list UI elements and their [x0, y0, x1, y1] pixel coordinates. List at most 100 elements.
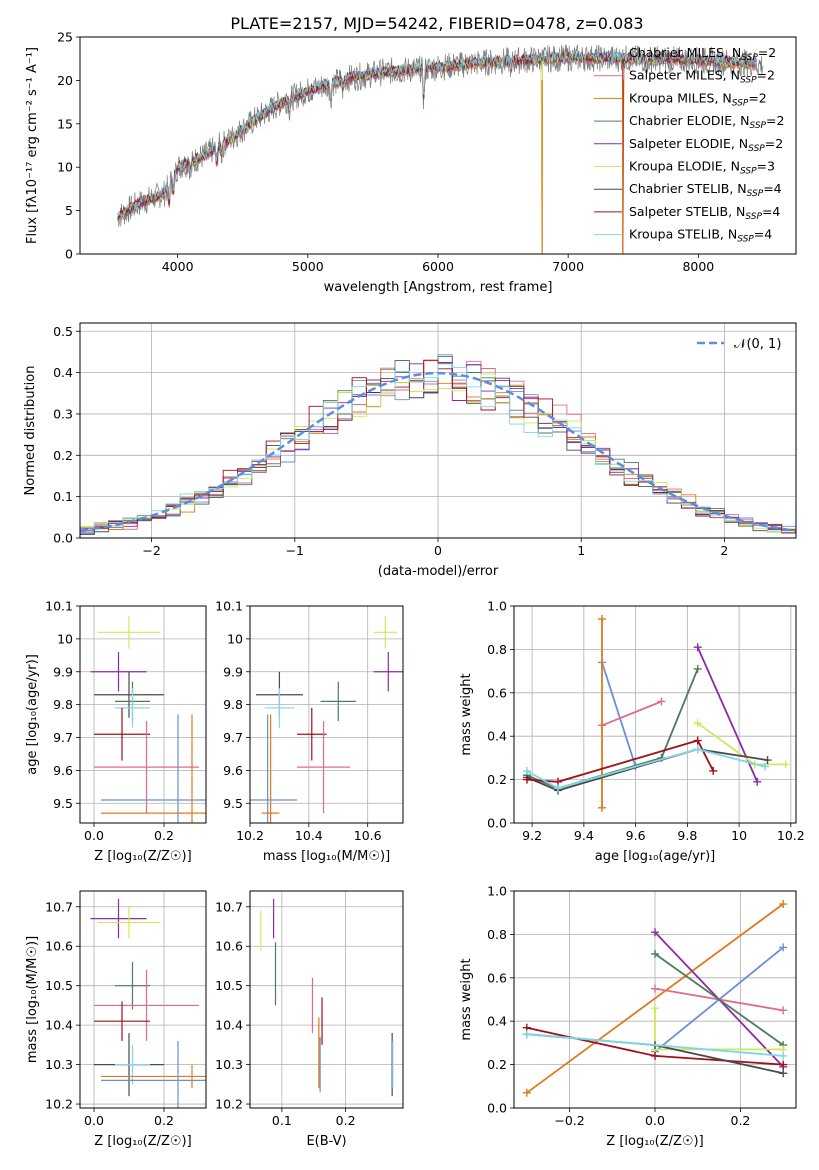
weight-point-marker	[779, 1069, 788, 1078]
weight-point-marker	[779, 1006, 788, 1015]
y-tick-label: 0.8	[487, 927, 507, 942]
plot-frame	[513, 890, 797, 1109]
x-tick-label: 8000	[682, 259, 714, 274]
chart-panels: 4000 5000 6000 7000 80000510152025wavelength…	[23, 30, 805, 1150]
y-tick-label: 0.0	[487, 816, 507, 831]
model-spectrum-line	[117, 50, 758, 217]
y-tick-label: 10.1	[215, 599, 243, 614]
weight-point-marker	[779, 1060, 788, 1069]
weight-point-marker	[763, 756, 772, 765]
x-axis-label: (data-model)/error	[378, 564, 499, 579]
plot-area	[514, 891, 796, 1108]
y-tick-label: 0.3	[53, 406, 73, 421]
x-axis-label: mass [log₁₀(M/M☉)]	[263, 849, 390, 864]
y-tick-label: 9.9	[53, 664, 73, 679]
y-axis-label: Normed distribution	[23, 366, 38, 496]
weight-point-marker	[522, 775, 531, 784]
plot-frame	[249, 890, 404, 1109]
y-tick-label: 9.6	[223, 763, 243, 778]
weight-point-marker	[709, 766, 718, 775]
weight-point-marker	[693, 736, 702, 745]
model-spectrum-line	[117, 52, 758, 254]
y-tick-label: 25	[57, 30, 73, 45]
weight-point-marker	[651, 1004, 659, 1013]
y-tick-label: 0.8	[487, 642, 507, 657]
weight-line	[526, 739, 715, 783]
x-tick-label: 9.8	[677, 828, 697, 843]
weight-line	[526, 1033, 784, 1057]
weight-point-marker	[651, 1051, 659, 1060]
x-axis-label: Z [log₁₀(Z/Z☉)]	[606, 1134, 703, 1149]
normal-curve	[80, 371, 796, 533]
weight-line	[526, 668, 699, 790]
y-tick-label: 10.6	[45, 939, 73, 954]
y-tick-label: 0	[65, 247, 73, 262]
y-tick-label: 9.8	[53, 697, 73, 712]
y-tick-label: 10.7	[215, 899, 243, 914]
weight-point-marker	[553, 784, 562, 793]
y-tick-label: 15	[57, 116, 73, 131]
x-tick-label: 6000	[422, 259, 454, 274]
y-tick-label: 0.2	[487, 1057, 507, 1072]
weight-line	[601, 662, 637, 767]
weight-point-marker	[657, 697, 666, 706]
observed-spectrum-line	[117, 43, 764, 227]
x-tick-label: 9.2	[522, 828, 542, 843]
panel-z-mass: 0.0 0.2 10.2 10.3 10.4 10.5 10.6 10.7 Z [log₁₀(Z…	[25, 890, 207, 1149]
panel-spectrum: 4000 5000 6000 7000 8000 0 5 10 15 20 25 wavelength…	[25, 30, 797, 295]
y-tick-label: 0.6	[487, 970, 507, 985]
legend-entry: Kroupa ELODIE, NSSP=3	[629, 159, 775, 177]
x-tick-label: 1	[577, 543, 585, 558]
plot-area	[80, 606, 206, 823]
y-tick-label: 10.3	[45, 1057, 73, 1072]
weight-point-marker	[522, 766, 531, 775]
plot-area	[250, 891, 403, 1108]
y-tick-label: 10.4	[215, 1018, 243, 1033]
x-tick-label: 0.0	[84, 1113, 104, 1128]
figure-title: PLATE=2157, MJD=54242, FIBERID=0478, z=0…	[230, 14, 643, 33]
plot-frame	[249, 605, 404, 824]
weight-point-marker	[693, 745, 702, 754]
weight-point-marker	[651, 984, 659, 993]
x-tick-label: 0.1	[272, 1113, 292, 1128]
panel-mass-age: 10.2 10.4 10.6 9.5 9.6 9.7 9.8 9.9 10 10.1 mass [l…	[215, 599, 404, 864]
y-tick-label: 10.6	[215, 939, 243, 954]
y-tick-label: 20	[57, 73, 73, 88]
legend-entry: Kroupa MILES, NSSP=2	[629, 90, 767, 108]
y-tick-label: 10.5	[215, 978, 243, 993]
legend-entry: 𝒩(0, 1)	[734, 337, 781, 352]
weight-line	[526, 903, 784, 1094]
y-tick-label: 9.5	[223, 796, 243, 811]
y-tick-label: 9.8	[223, 697, 243, 712]
x-tick-label: −0.2	[554, 1113, 584, 1128]
plot-area	[250, 606, 403, 823]
weight-line	[654, 1008, 784, 1051]
legend-entry: Chabrier STELIB, NSSP=4	[629, 181, 782, 199]
panel-ebv-mass: 0.1 0.2 10.2 10.3 10.4 10.5 10.6 10.7 E(B-V)	[215, 890, 404, 1149]
y-tick-label: 10.3	[215, 1057, 243, 1072]
y-axis-label: mass weight	[459, 673, 474, 755]
weight-point-marker	[753, 777, 762, 786]
y-tick-label: 0.0	[487, 1101, 507, 1116]
legend-entry: Salpeter MILES, NSSP=2	[629, 68, 775, 86]
y-tick-label: 0.0	[53, 531, 73, 546]
x-tick-label: 2	[720, 543, 728, 558]
y-tick-label: 9.6	[53, 763, 73, 778]
x-tick-label: 10	[731, 828, 747, 843]
plot-area	[117, 43, 764, 254]
weight-point-marker	[597, 615, 606, 624]
y-axis-label: mass weight	[459, 958, 474, 1040]
y-tick-label: 10.5	[45, 978, 73, 993]
x-axis-label: wavelength [Angstrom, rest frame]	[324, 280, 553, 295]
x-tick-label: 0.0	[84, 828, 104, 843]
x-tick-label: 0.2	[154, 1113, 174, 1128]
x-tick-label: 9.4	[574, 828, 594, 843]
x-tick-label: 0.2	[336, 1113, 356, 1128]
weight-line	[654, 953, 784, 1046]
x-tick-label: 5000	[292, 259, 324, 274]
y-tick-label: 0.4	[487, 1014, 507, 1029]
weight-line	[697, 722, 786, 766]
panel-z-age: 0.0 0.2 9.5 9.6 9.7 9.8 9.9 10 10.1 Z [log₁₀(Z/Z☉…	[25, 599, 207, 864]
weight-point-marker	[760, 762, 769, 771]
